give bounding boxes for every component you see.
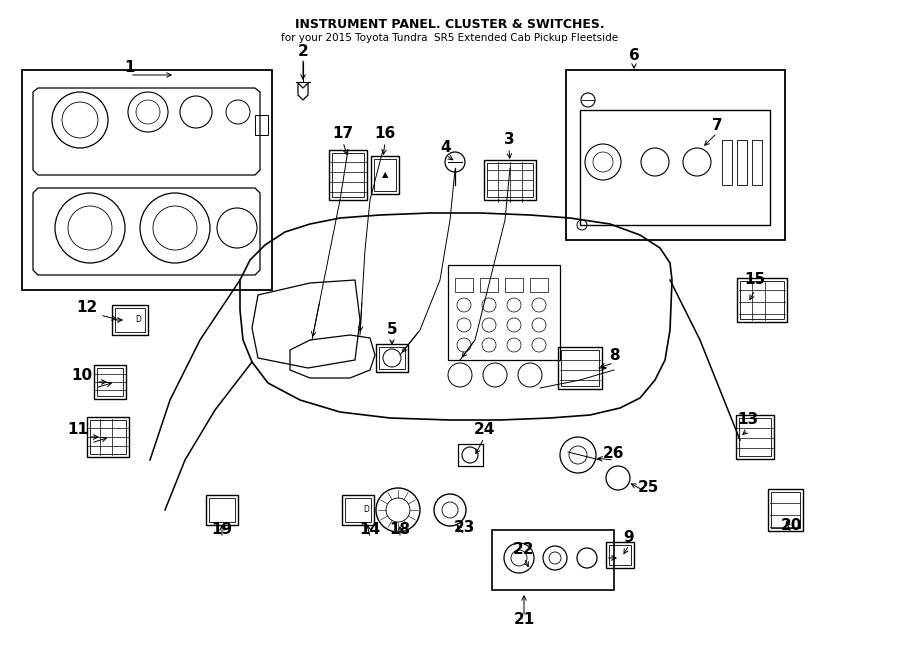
- Bar: [455, 278, 473, 292]
- Text: 18: 18: [390, 522, 410, 537]
- Bar: [457, 444, 482, 466]
- Text: 11: 11: [68, 422, 88, 438]
- Bar: [112, 305, 148, 335]
- Bar: [770, 492, 799, 528]
- Bar: [209, 498, 235, 522]
- Bar: [255, 115, 268, 135]
- Text: 19: 19: [212, 522, 232, 537]
- Bar: [376, 344, 408, 372]
- Bar: [90, 420, 126, 454]
- Bar: [740, 281, 784, 319]
- Text: D: D: [135, 315, 141, 325]
- Bar: [22, 70, 272, 290]
- Text: 9: 9: [624, 531, 634, 545]
- Bar: [737, 140, 747, 185]
- Text: 3: 3: [504, 132, 514, 147]
- Text: for your 2015 Toyota Tundra  SR5 Extended Cab Pickup Fleetside: for your 2015 Toyota Tundra SR5 Extended…: [282, 33, 618, 43]
- Text: 15: 15: [744, 272, 766, 288]
- Text: 13: 13: [737, 412, 759, 428]
- Text: 5: 5: [387, 323, 397, 338]
- Bar: [480, 278, 498, 292]
- Text: 25: 25: [637, 481, 659, 496]
- Text: 12: 12: [76, 299, 97, 315]
- Text: 7: 7: [712, 118, 723, 132]
- Text: 20: 20: [780, 518, 802, 533]
- Bar: [94, 365, 126, 399]
- Bar: [329, 150, 367, 200]
- Text: 2: 2: [298, 44, 309, 59]
- Bar: [345, 498, 371, 522]
- Text: D: D: [363, 506, 369, 514]
- Bar: [752, 140, 762, 185]
- Bar: [530, 278, 548, 292]
- Text: 1: 1: [125, 61, 135, 75]
- Text: 4: 4: [441, 141, 451, 155]
- Bar: [739, 418, 771, 456]
- Text: 23: 23: [454, 520, 474, 535]
- Bar: [492, 530, 614, 590]
- Bar: [206, 495, 238, 525]
- Bar: [505, 278, 523, 292]
- Bar: [609, 545, 631, 565]
- Bar: [580, 110, 770, 225]
- Text: 26: 26: [603, 446, 625, 461]
- Text: 8: 8: [608, 348, 619, 362]
- Bar: [332, 153, 364, 197]
- Bar: [97, 368, 123, 396]
- Bar: [736, 415, 774, 459]
- Bar: [768, 489, 803, 531]
- Bar: [722, 140, 732, 185]
- Bar: [87, 417, 129, 457]
- Bar: [558, 347, 602, 389]
- Text: 6: 6: [628, 48, 639, 63]
- Bar: [379, 347, 405, 369]
- Text: 22: 22: [513, 543, 535, 557]
- Bar: [737, 278, 787, 322]
- Bar: [484, 160, 536, 200]
- Text: 10: 10: [71, 368, 93, 383]
- Bar: [115, 308, 145, 332]
- Bar: [374, 159, 396, 191]
- Bar: [566, 70, 785, 240]
- Bar: [487, 163, 533, 197]
- Text: 14: 14: [359, 522, 381, 537]
- Bar: [561, 350, 599, 386]
- Text: ▲: ▲: [382, 171, 388, 180]
- Text: 21: 21: [513, 613, 535, 627]
- Text: 16: 16: [374, 126, 396, 141]
- Text: 24: 24: [473, 422, 495, 438]
- Bar: [448, 265, 560, 360]
- Bar: [371, 156, 399, 194]
- Bar: [342, 495, 374, 525]
- Text: INSTRUMENT PANEL. CLUSTER & SWITCHES.: INSTRUMENT PANEL. CLUSTER & SWITCHES.: [295, 18, 605, 31]
- Bar: [606, 542, 634, 568]
- Text: 17: 17: [332, 126, 354, 141]
